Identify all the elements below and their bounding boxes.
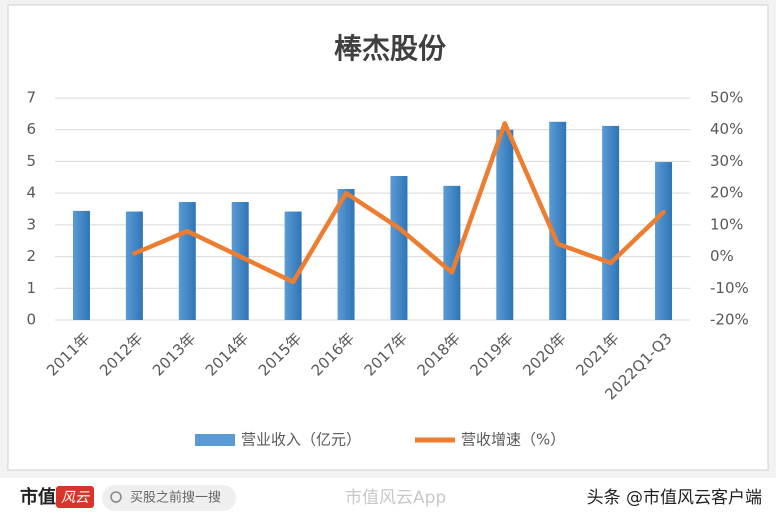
legend-label: 营收增速（%） — [461, 431, 565, 449]
y-tick-label: 3 — [26, 215, 36, 233]
bar — [72, 210, 90, 320]
y-tick-label: 1 — [26, 279, 36, 297]
y2-tick-label: -10% — [710, 279, 749, 297]
search-icon — [110, 491, 122, 503]
bar — [549, 121, 567, 321]
y-tick-label: 4 — [26, 184, 36, 202]
search-box[interactable] — [102, 485, 236, 511]
logo-box — [56, 486, 94, 508]
line — [132, 121, 666, 285]
bar — [496, 129, 514, 320]
logo: 风云 — [61, 490, 90, 506]
y2-tick-label: 50% — [710, 89, 743, 107]
chart-title: 棒杰股份 — [334, 32, 446, 65]
legend-label: 营业收入（亿元） — [241, 431, 361, 449]
y-tick-label: 6 — [26, 120, 36, 138]
brand: 市值 — [20, 486, 56, 508]
y2-tick-label: 40% — [710, 120, 743, 138]
y2-tick-label: 20% — [710, 184, 743, 202]
legend-swatch — [195, 434, 235, 446]
bar — [178, 202, 196, 320]
bar — [284, 211, 302, 320]
bar — [337, 189, 355, 320]
y2-tick-label: 10% — [710, 215, 743, 233]
bar — [125, 211, 143, 320]
y-tick-label: 5 — [26, 152, 36, 170]
y-tick-label: 2 — [26, 247, 36, 265]
search-text[interactable]: 买股之前搜一搜 — [130, 490, 221, 506]
y2-tick-label: 0% — [710, 247, 734, 265]
y2-tick-label: 30% — [710, 152, 743, 170]
source: 头条 @市值风云客户端 — [587, 488, 762, 508]
watermark: 市值风云App — [345, 488, 446, 508]
bar — [390, 176, 408, 320]
bar — [655, 162, 673, 320]
bar — [231, 202, 249, 320]
y-tick-label: 0 — [26, 311, 36, 329]
chart-card — [7, 4, 769, 471]
y2-tick-label: -20% — [710, 311, 749, 329]
bar — [602, 125, 620, 320]
y-tick-label: 7 — [26, 89, 36, 107]
bar — [443, 185, 461, 320]
